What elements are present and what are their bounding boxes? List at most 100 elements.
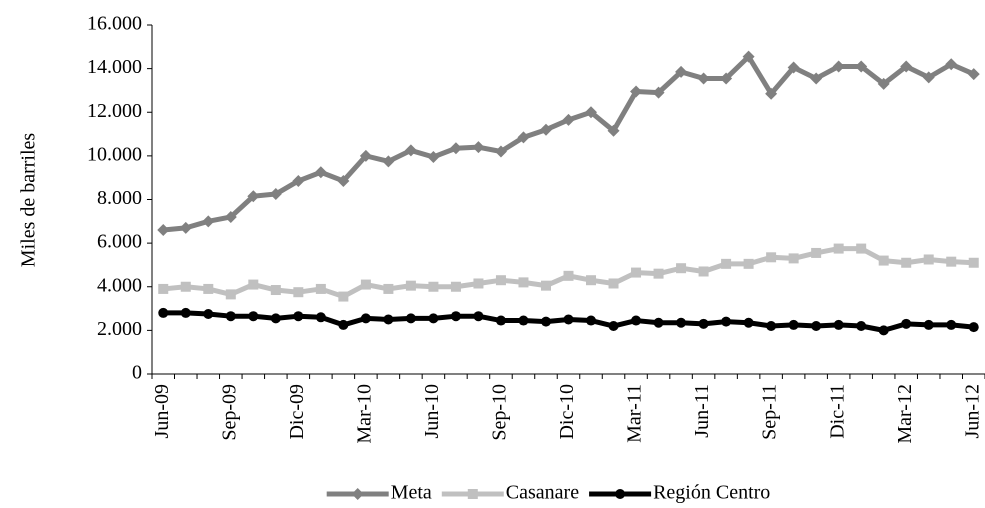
- point: [293, 287, 304, 298]
- point: [293, 311, 304, 322]
- point: [833, 243, 844, 254]
- point: [427, 150, 440, 163]
- x-tick-label: Sep-09: [218, 384, 240, 441]
- point: [810, 72, 823, 85]
- point: [721, 316, 732, 327]
- point: [968, 257, 979, 268]
- point: [473, 311, 484, 322]
- point: [631, 315, 642, 326]
- y-axis-label: Miles de barriles: [18, 133, 40, 268]
- legend-label: Meta: [391, 482, 432, 504]
- point: [766, 252, 777, 263]
- point: [608, 278, 619, 289]
- point: [315, 283, 326, 294]
- legend-marker: [615, 489, 626, 499]
- point: [721, 258, 732, 269]
- point: [788, 319, 799, 330]
- legend-label: Casanare: [506, 482, 579, 504]
- point: [495, 275, 506, 286]
- point: [202, 215, 215, 228]
- point: [225, 311, 236, 322]
- point: [180, 307, 191, 318]
- point: [338, 319, 349, 330]
- point: [382, 155, 395, 168]
- point: [946, 319, 957, 330]
- point: [832, 60, 845, 73]
- point: [631, 267, 642, 278]
- point: [586, 315, 597, 326]
- legend-marker: [467, 489, 478, 499]
- point: [179, 221, 192, 234]
- point: [563, 314, 574, 325]
- point: [877, 77, 890, 90]
- point: [653, 317, 664, 328]
- legend-label: Región Centro: [653, 482, 770, 504]
- point: [855, 60, 868, 73]
- point: [540, 316, 551, 327]
- point: [518, 277, 529, 288]
- point: [675, 65, 688, 78]
- point: [540, 280, 551, 291]
- point: [743, 317, 754, 328]
- point: [404, 144, 417, 157]
- series-line: [163, 54, 975, 233]
- y-tick-label: 16.000: [87, 13, 142, 35]
- y-tick-label: 8.000: [97, 187, 142, 209]
- x-tick-label: Jun-10: [421, 384, 443, 438]
- point: [269, 188, 282, 201]
- x-tick-label: Jun-11: [691, 384, 713, 438]
- point: [788, 253, 799, 264]
- x-tick-label: Dic-11: [826, 384, 848, 439]
- point: [698, 266, 709, 277]
- point: [518, 315, 529, 326]
- x-tick-label: Mar-10: [353, 384, 375, 444]
- point: [517, 131, 530, 144]
- point: [405, 280, 416, 291]
- point: [901, 318, 912, 329]
- point: [742, 50, 755, 63]
- point: [494, 145, 507, 158]
- x-tick-label: Jun-12: [961, 384, 983, 438]
- point: [315, 312, 326, 323]
- point: [338, 291, 349, 302]
- point: [472, 141, 485, 154]
- point: [787, 61, 800, 74]
- y-tick-label: 6.000: [97, 231, 142, 253]
- point: [833, 319, 844, 330]
- point: [743, 258, 754, 269]
- point: [630, 85, 643, 98]
- x-tick-label: Dic-09: [286, 384, 308, 440]
- point: [698, 318, 709, 329]
- point: [383, 314, 394, 325]
- point: [563, 270, 574, 281]
- x-tick-label: Sep-10: [489, 384, 511, 441]
- point: [676, 317, 687, 328]
- point: [586, 275, 597, 286]
- point: [360, 313, 371, 324]
- point: [158, 307, 169, 318]
- point: [652, 86, 665, 99]
- point: [360, 279, 371, 290]
- point: [473, 278, 484, 289]
- legend-marker: [351, 488, 364, 500]
- point: [720, 72, 733, 85]
- point: [359, 149, 372, 162]
- y-tick-label: 10.000: [87, 143, 142, 165]
- point: [337, 174, 350, 187]
- point: [923, 254, 934, 265]
- point: [878, 325, 889, 336]
- y-tick-label: 0: [132, 362, 142, 384]
- x-tick-label: Mar-11: [624, 384, 646, 443]
- point: [248, 311, 259, 322]
- point: [811, 247, 822, 258]
- point: [405, 313, 416, 324]
- point: [878, 255, 889, 266]
- point: [449, 142, 462, 155]
- y-tick-label: 14.000: [87, 56, 142, 78]
- point: [270, 313, 281, 324]
- point: [900, 60, 913, 73]
- point: [495, 315, 506, 326]
- point: [203, 309, 214, 320]
- point: [765, 87, 778, 100]
- y-tick-label: 2.000: [97, 318, 142, 340]
